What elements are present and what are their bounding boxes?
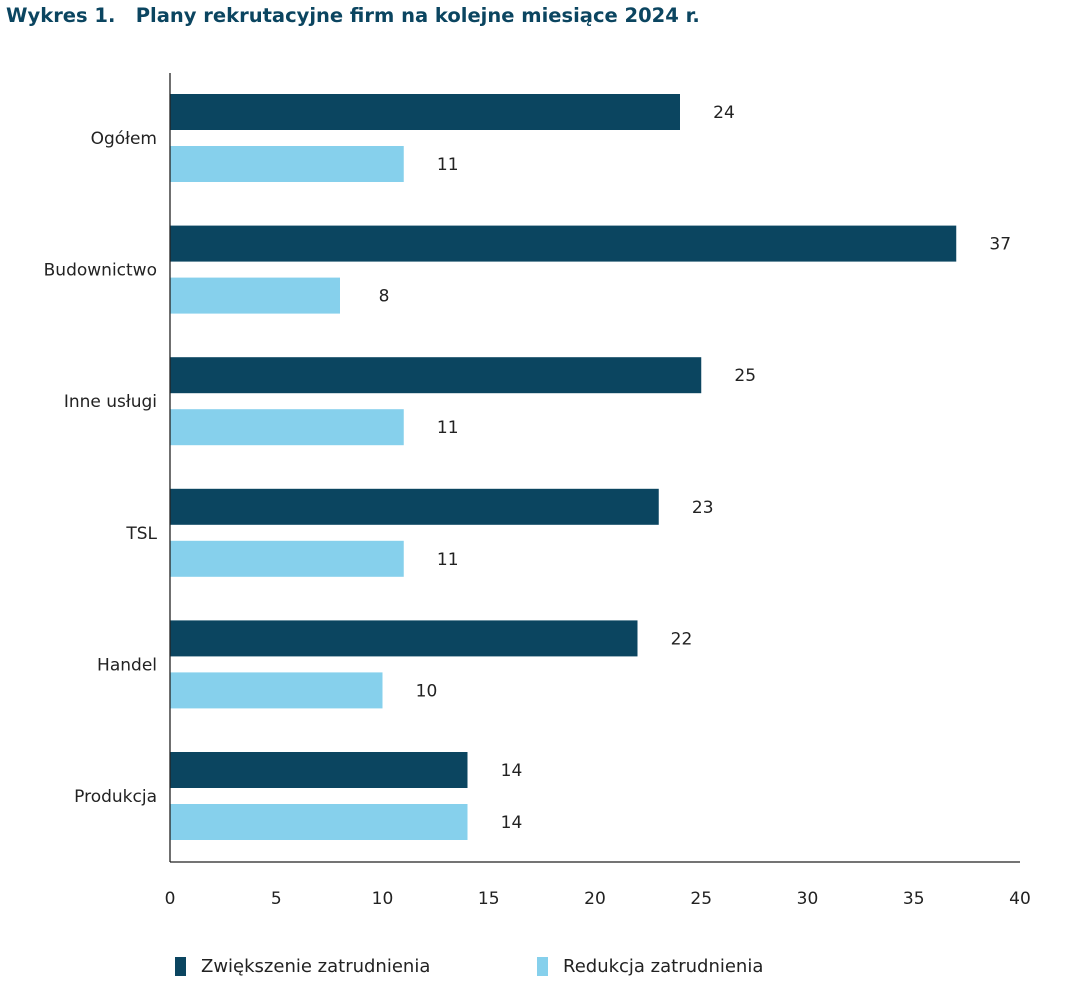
bar-reduction (170, 409, 404, 446)
data-label: 11 (437, 550, 459, 570)
legend-label-reduction: Redukcja zatrudnienia (563, 956, 764, 977)
chart-title: Wykres 1. Plany rekrutacyjne firm na kol… (6, 4, 700, 27)
bar-increase (170, 752, 468, 788)
x-tick-label: 25 (690, 889, 712, 909)
bar-increase (170, 357, 702, 394)
legend-label-increase: Zwiększenie zatrudnienia (201, 956, 431, 977)
data-label: 14 (501, 761, 523, 781)
bar-reduction (170, 277, 340, 314)
x-tick-label: 30 (797, 889, 819, 909)
bar-reduction (170, 146, 404, 182)
data-label: 8 (379, 287, 390, 307)
x-tick-label: 15 (478, 889, 500, 909)
bar-increase (170, 225, 957, 262)
legend-swatch-increase (175, 957, 186, 976)
x-tick-label: 5 (271, 889, 282, 909)
legend-item-reduction: Redukcja zatrudnienia (537, 956, 763, 977)
category-label: Budownictwo (44, 261, 157, 281)
data-label: 24 (713, 103, 735, 123)
data-label: 37 (989, 235, 1011, 255)
category-label: Produkcja (74, 787, 157, 807)
bar-increase (170, 488, 659, 525)
data-label: 25 (734, 366, 756, 386)
category-label: Handel (97, 655, 157, 675)
x-tick-label: 20 (584, 889, 606, 909)
x-tick-label: 10 (372, 889, 394, 909)
x-tick-label: 0 (165, 889, 176, 909)
legend-swatch-reduction (537, 957, 548, 976)
x-tick-label: 35 (903, 889, 925, 909)
data-label: 14 (501, 813, 523, 833)
x-tick-label: 40 (1009, 889, 1031, 909)
bar-increase (170, 620, 638, 657)
bar-reduction (170, 672, 383, 709)
category-label: Ogółem (91, 129, 157, 149)
bar-increase (170, 94, 680, 130)
bar-chart: Ogółem 24 11 Budownictwo 37 8 Inne usługi 25 11 T… (44, 73, 1031, 909)
data-label: 11 (437, 418, 459, 438)
bar-reduction (170, 804, 468, 840)
legend: Zwiększenie zatrudnienia Redukcja zatrud… (0, 956, 1077, 984)
data-label: 23 (692, 498, 714, 518)
data-label: 10 (416, 681, 438, 701)
bar-reduction (170, 540, 404, 577)
data-label: 11 (437, 155, 459, 175)
legend-item-increase: Zwiększenie zatrudnienia (175, 956, 430, 977)
category-label: Inne usługi (64, 392, 157, 412)
data-label: 22 (671, 629, 693, 649)
category-label: TSL (125, 524, 157, 544)
